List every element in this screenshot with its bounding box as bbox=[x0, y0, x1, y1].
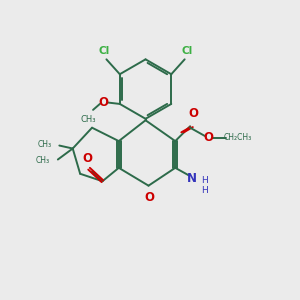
Text: O: O bbox=[188, 107, 198, 120]
Text: Cl: Cl bbox=[98, 46, 110, 56]
Text: O: O bbox=[144, 191, 154, 204]
Text: O: O bbox=[98, 96, 109, 109]
Text: CH₂CH₃: CH₂CH₃ bbox=[224, 133, 252, 142]
Text: CH₃: CH₃ bbox=[81, 115, 96, 124]
Text: CH₃: CH₃ bbox=[36, 157, 50, 166]
Text: N: N bbox=[187, 172, 196, 185]
Text: CH₃: CH₃ bbox=[37, 140, 51, 149]
Text: Cl: Cl bbox=[182, 46, 193, 56]
Text: O: O bbox=[82, 152, 93, 165]
Text: O: O bbox=[203, 131, 213, 144]
Text: H: H bbox=[201, 176, 208, 185]
Text: H: H bbox=[201, 186, 208, 195]
